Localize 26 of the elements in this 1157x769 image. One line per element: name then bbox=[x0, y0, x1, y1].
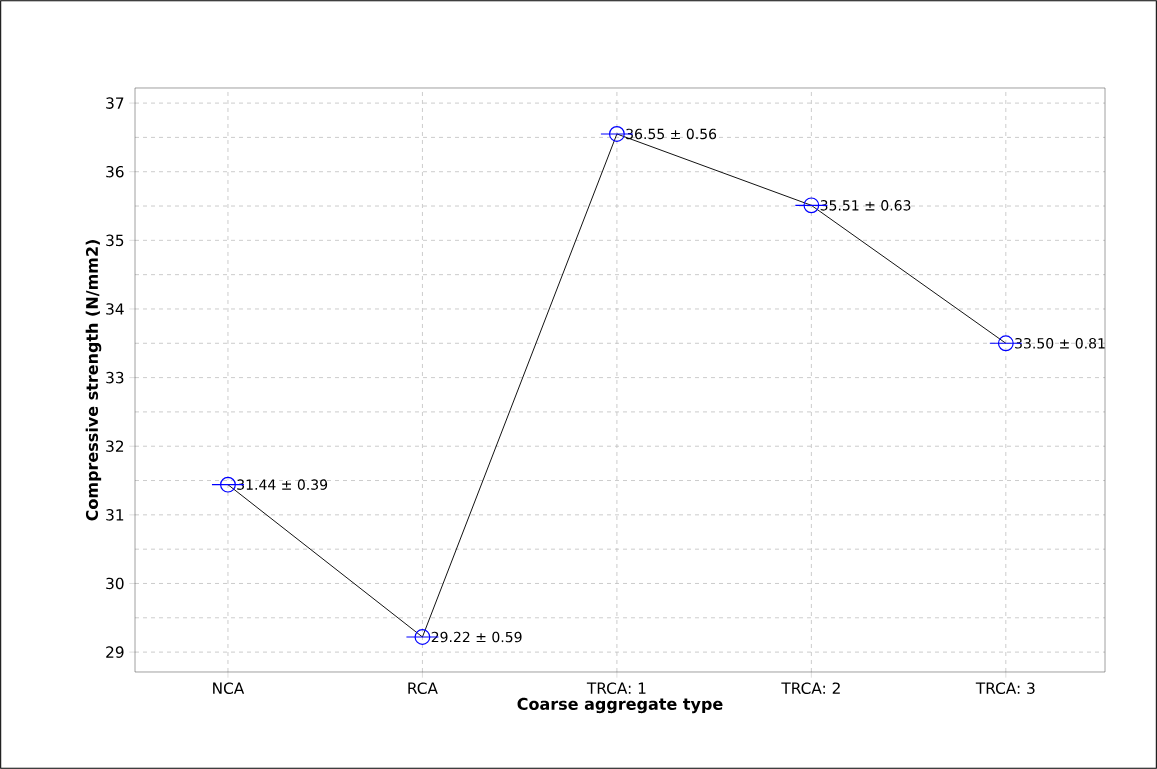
y-tick-label: 37 bbox=[106, 97, 124, 109]
x-tick-label: TRCA: 1 bbox=[586, 682, 646, 694]
y-tick-label: 36 bbox=[106, 165, 124, 178]
y-tick-label: 34 bbox=[106, 303, 124, 315]
x-tick-label: NCA bbox=[213, 682, 245, 694]
x-tick-label: RCA bbox=[408, 682, 438, 694]
x-tick-label: TRCA: 2 bbox=[781, 682, 840, 694]
point bbox=[414, 629, 431, 645]
x-tick-label: TRCA: 3 bbox=[975, 682, 1035, 694]
y-tick-label: 33 bbox=[106, 371, 124, 384]
y-tick-label: 35 bbox=[106, 234, 124, 247]
point bbox=[803, 197, 820, 214]
point bbox=[220, 476, 236, 493]
y-tick-label: 32 bbox=[106, 440, 124, 453]
y-axis-title: Compressive strength (N/mm2) bbox=[85, 240, 102, 521]
y-tick-label: 29 bbox=[106, 646, 124, 658]
y-tick-label: 31 bbox=[106, 509, 124, 521]
point bbox=[608, 126, 625, 142]
data-label: 33.50 ± 0.81 bbox=[1015, 337, 1105, 349]
data-label: 35.51 ± 0.63 bbox=[820, 200, 911, 211]
data-label: 36.55 ± 0.56 bbox=[626, 128, 717, 140]
y-tick-label: 30 bbox=[106, 577, 124, 590]
data-label: 29.22 ± 0.59 bbox=[431, 631, 522, 643]
data-label: 31.44 ± 0.39 bbox=[237, 479, 328, 490]
x-axis-title: Coarse aggregate type bbox=[517, 697, 723, 714]
point bbox=[997, 335, 1014, 352]
